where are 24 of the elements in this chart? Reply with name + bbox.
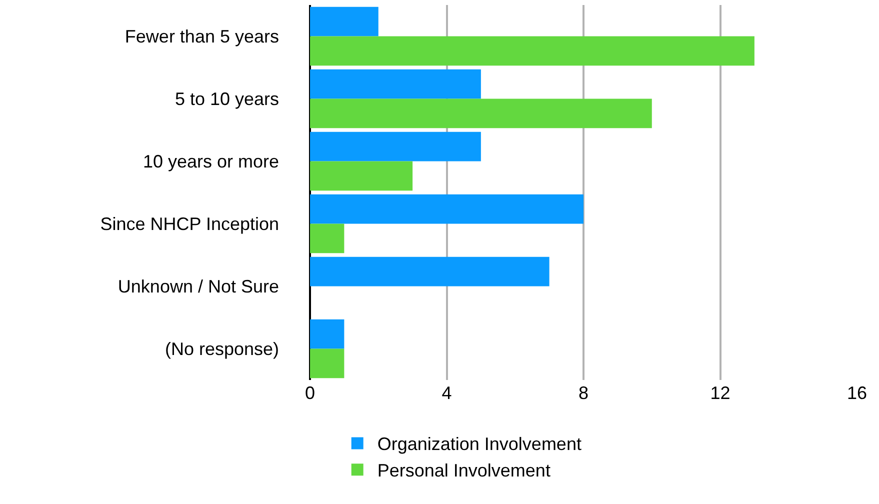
bar: [310, 161, 413, 191]
x-tick-label: 4: [442, 383, 452, 403]
bar: [310, 69, 481, 99]
x-tick-label: 16: [846, 383, 868, 403]
y-tick-label: 10 years or more: [142, 152, 279, 172]
bar: [310, 319, 344, 349]
bar: [310, 348, 344, 378]
bar: [310, 6, 378, 36]
y-tick-label: Since NHCP Inception: [100, 214, 279, 234]
x-tick-label: 8: [578, 383, 589, 403]
bar: [310, 132, 481, 162]
legend-label: Personal Involvement: [377, 460, 550, 481]
y-tick-label: 5 to 10 years: [174, 89, 279, 110]
bar: [310, 224, 344, 254]
bar: [310, 194, 584, 224]
y-tick-label: Fewer than 5 years: [124, 26, 279, 47]
bar: [310, 256, 550, 286]
legend-label: Organization Involvement: [377, 434, 582, 454]
bar: [310, 36, 754, 66]
x-tick-label: 0: [304, 383, 316, 403]
y-tick-label: Unknown / Not Sure: [118, 276, 279, 297]
y-tick-label: (No response): [164, 339, 279, 360]
x-tick-label: 12: [710, 383, 730, 403]
bar: [310, 98, 652, 128]
